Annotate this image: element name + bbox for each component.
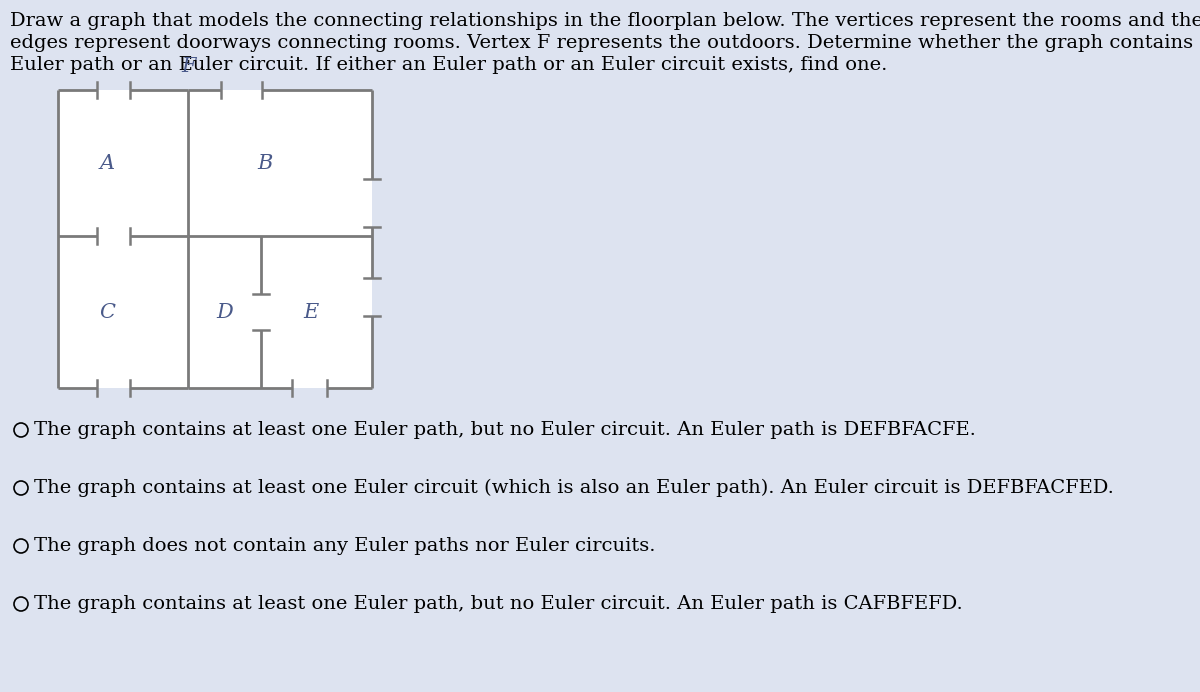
Bar: [58, 90, 372, 388]
Text: E: E: [304, 302, 318, 322]
Text: The graph contains at least one Euler path, but no Euler circuit. An Euler path : The graph contains at least one Euler pa…: [34, 421, 976, 439]
Text: Draw a graph that models the connecting relationships in the floorplan below. Th: Draw a graph that models the connecting …: [10, 12, 1200, 30]
Text: The graph contains at least one Euler circuit (which is also an Euler path). An : The graph contains at least one Euler ci…: [34, 479, 1114, 497]
Text: edges represent doorways connecting rooms. Vertex F represents the outdoors. Det: edges represent doorways connecting room…: [10, 34, 1200, 52]
Text: D: D: [216, 302, 233, 322]
Text: F: F: [181, 57, 196, 76]
Text: C: C: [100, 302, 115, 322]
Text: A: A: [100, 154, 115, 172]
Text: The graph contains at least one Euler path, but no Euler circuit. An Euler path : The graph contains at least one Euler pa…: [34, 595, 962, 613]
Text: Euler path or an Euler circuit. If either an Euler path or an Euler circuit exis: Euler path or an Euler circuit. If eithe…: [10, 56, 887, 74]
Text: The graph does not contain any Euler paths nor Euler circuits.: The graph does not contain any Euler pat…: [34, 537, 655, 555]
Text: B: B: [258, 154, 274, 172]
